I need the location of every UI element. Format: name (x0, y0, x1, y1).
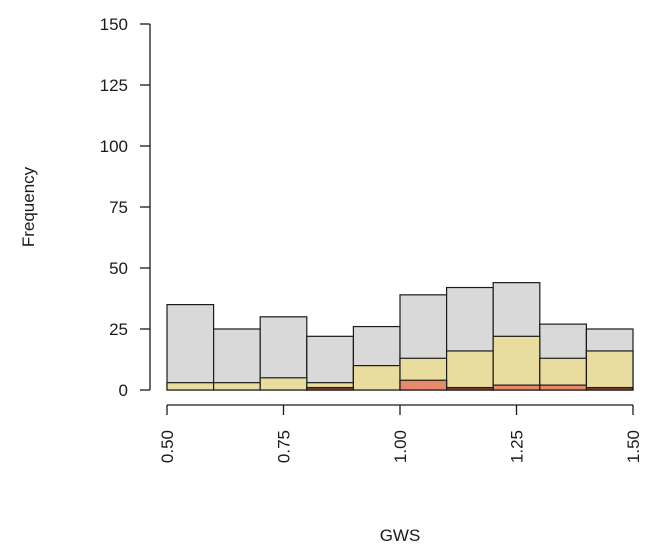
x-tick-label: 1.00 (391, 430, 410, 463)
histogram-bar-series-3-bin-6 (399, 379, 448, 391)
x-axis-label: GWS (380, 526, 421, 545)
x-tick-label: 0.75 (275, 430, 294, 463)
histogram-bar-series-3-bin-8 (492, 384, 541, 391)
y-tick-label: 75 (109, 198, 128, 217)
y-tick-label: 100 (100, 137, 128, 156)
histogram-bar-series-2-bin-3 (259, 377, 308, 391)
y-tick-label: 0 (119, 381, 128, 400)
x-axis: 0.50 0.75 1.00 1.25 1.50 (158, 404, 643, 463)
x-tick-label: 0.50 (158, 430, 177, 463)
x-tick-label: 1.25 (508, 430, 527, 463)
histogram-bar-series-2-bin-1 (166, 382, 215, 391)
y-tick-label: 25 (109, 320, 128, 339)
y-tick-label: 125 (100, 76, 128, 95)
y-tick-label: 50 (109, 259, 128, 278)
histogram-bar-series-2-bin-7 (446, 350, 494, 391)
histogram-bar-series-3-bin-9 (539, 384, 587, 391)
y-tick-label: 150 (100, 15, 128, 34)
histogram-bar-series-2-bin-5 (352, 365, 401, 391)
histogram-bar-series-4-bin-10 (585, 386, 634, 391)
y-axis: 0 25 50 75 100 125 150 (100, 15, 151, 400)
y-axis-label: Frequency (19, 166, 38, 247)
histogram-bar-series-2-bin-2 (213, 382, 261, 391)
histogram-bar-series-1-bin-1 (166, 304, 215, 391)
histogram-bars (166, 282, 634, 391)
histogram-bar-series-2-bin-8 (492, 335, 541, 391)
x-tick-label: 1.50 (624, 430, 643, 463)
histogram-bar-series-4-bin-7 (446, 386, 494, 391)
histogram-bar-series-1-bin-2 (213, 328, 261, 391)
histogram-bar-series-1-bin-4 (306, 335, 354, 391)
histogram-bar-series-2-bin-10 (585, 350, 634, 391)
histogram-bar-series-4-bin-4 (306, 386, 354, 391)
